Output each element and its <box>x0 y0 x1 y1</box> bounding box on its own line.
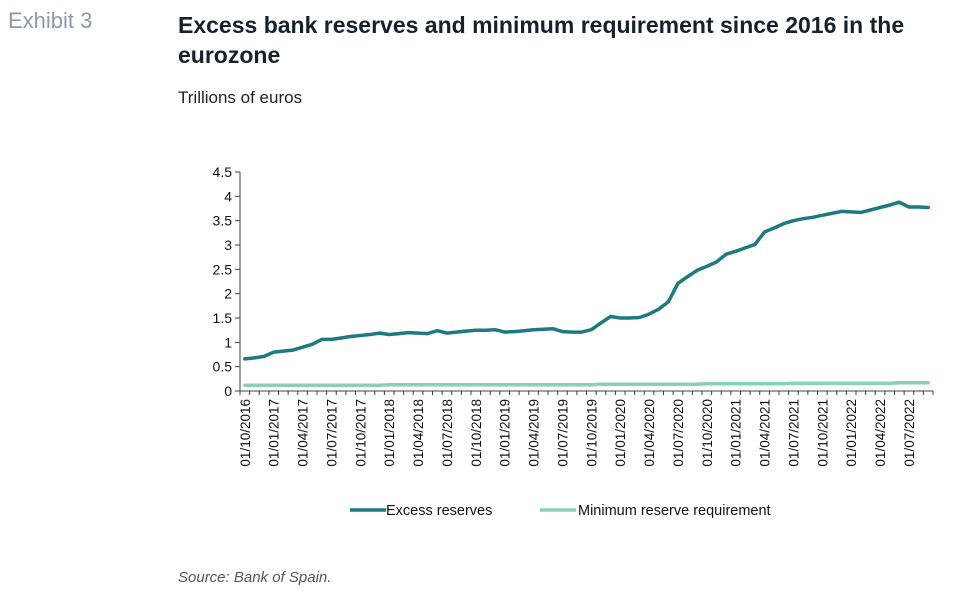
x-tick-label: 01/04/2021 <box>758 399 773 467</box>
excess-reserves-line <box>243 200 930 361</box>
source-note: Source: Bank of Spain. <box>178 569 332 586</box>
x-tick-label: 01/04/2018 <box>411 399 426 467</box>
x-tick-label: 01/10/2021 <box>815 399 830 467</box>
x-tick-label: 01/07/2022 <box>902 399 917 467</box>
x-tick-label: 01/01/2017 <box>267 399 282 467</box>
y-tick-label: 1 <box>224 334 232 350</box>
y-tick-label: 1.5 <box>213 310 233 326</box>
y-tick-label: 4.5 <box>213 164 233 180</box>
x-tick-label: 01/04/2020 <box>642 399 657 467</box>
x-tick-label: 01/07/2019 <box>555 399 570 467</box>
x-tick-label: 01/04/2022 <box>873 399 888 467</box>
x-tick-label: 01/10/2018 <box>469 399 484 467</box>
legend-label-minimum: Minimum reserve requirement <box>578 503 771 519</box>
x-tick-label: 01/01/2018 <box>382 399 397 467</box>
series-layer <box>243 200 930 387</box>
x-tick-label: 01/01/2020 <box>613 399 628 467</box>
y-tick-label: 3.5 <box>213 213 233 229</box>
x-tick-label: 01/10/2017 <box>353 399 368 467</box>
x-tick-label: 01/07/2021 <box>786 399 801 467</box>
y-tick-label: 0.5 <box>213 359 233 375</box>
y-tick-label: 0 <box>224 383 232 399</box>
legend-label-excess: Excess reserves <box>386 503 492 519</box>
x-tick-label: 01/07/2018 <box>440 399 455 467</box>
x-tick-label: 01/01/2019 <box>498 399 513 467</box>
x-axis: 01/10/2016 01/01/2017 01/04/2017 01/07/2017… <box>238 390 934 467</box>
y-tick-label: 2.5 <box>213 261 233 277</box>
x-tick-label: 01/07/2017 <box>324 399 339 467</box>
y-tick-label: 2 <box>224 286 232 302</box>
x-tick-label: 01/07/2020 <box>671 399 686 467</box>
legend: Excess reserves Minimum reserve requireme… <box>350 503 771 519</box>
x-tick-label: 01/10/2020 <box>700 399 715 467</box>
x-tick-label: 01/04/2019 <box>527 399 542 467</box>
line-chart: 0 0.5 1 1.5 2 2.5 3 3.5 4 4.5 01/10/2016 01/01/201… <box>213 164 934 519</box>
x-tick-label: 01/01/2021 <box>729 399 744 467</box>
y-tick-label: 4 <box>224 188 232 204</box>
y-tick-label: 3 <box>224 237 232 253</box>
exhibit-label: Exhibit 3 <box>8 8 93 33</box>
x-tick-label: 01/10/2016 <box>238 399 253 467</box>
chart-subtitle: Trillions of euros <box>178 88 303 107</box>
y-axis: 0 0.5 1 1.5 2 2.5 3 3.5 4 4.5 <box>213 164 241 399</box>
x-tick-label: 01/01/2022 <box>844 399 859 467</box>
minimum-reserve-line <box>243 380 930 387</box>
x-tick-label: 01/10/2019 <box>584 399 599 467</box>
chart-title: Excess bank reserves and minimum require… <box>178 12 905 68</box>
x-tick-label: 01/04/2017 <box>296 399 311 467</box>
